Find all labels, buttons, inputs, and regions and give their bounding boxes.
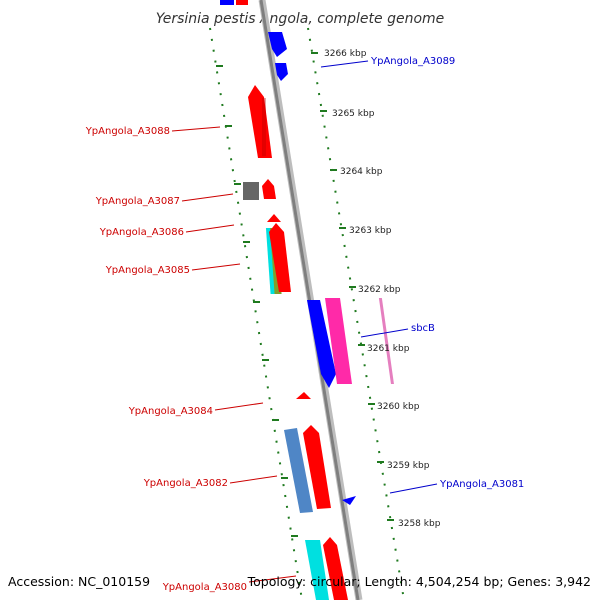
gene-label-a3082[interactable]: YpAngola_A3082 [143, 478, 228, 489]
leader-line [389, 483, 438, 494]
gene-label-sbcb[interactable]: sbcB [411, 323, 435, 334]
leader-line [360, 328, 409, 338]
tick-label: 3261 kbp [367, 344, 410, 354]
tick-label: 3264 kbp [340, 167, 383, 177]
gene-label-a3088[interactable]: YpAngola_A3088 [85, 126, 170, 137]
gene-label-a3080[interactable]: YpAngola_A3080 [162, 582, 247, 593]
leader-line [185, 224, 235, 233]
gene-label-a3085[interactable]: YpAngola_A3085 [105, 265, 190, 276]
gene-label-a3081[interactable]: YpAngola_A3081 [439, 479, 524, 490]
leader-line [229, 475, 278, 484]
tick-label: 3260 kbp [377, 402, 420, 412]
gene-labels: YpAngola_A3089 YpAngola_A3088 YpAngola_A… [85, 56, 525, 593]
tick-layer: 3266 kbp 3265 kbp 3264 kbp 3263 kbp 3262… [216, 49, 441, 537]
gene-feature-top-red [236, 0, 248, 5]
gene-feature-a3088 [248, 85, 272, 158]
leader-line [191, 263, 241, 271]
gene-feature-a3089-b [275, 63, 288, 81]
gene-feature-a3088-shade [262, 98, 266, 156]
accession-text: Accession: NC_010159 [8, 574, 150, 589]
tick-label: 3265 kbp [332, 109, 375, 119]
gene-label-a3087[interactable]: YpAngola_A3087 [95, 196, 180, 207]
gene-feature-top-blue [220, 0, 234, 5]
tick-label: 3258 kbp [398, 519, 441, 529]
gene-feature-a3082-steel [284, 428, 313, 513]
gene-label-a3086[interactable]: YpAngola_A3086 [99, 227, 184, 238]
leader-line [214, 402, 264, 411]
gene-feature-a3089 [268, 32, 287, 57]
gene-feature-sbcb-magenta-edge [378, 298, 394, 384]
topology-text: Topology: circular; Length: 4,504,254 bp… [247, 574, 591, 589]
map-title: Yersinia pestis Angola, complete genome [156, 11, 445, 27]
gene-label-a3089[interactable]: YpAngola_A3089 [370, 56, 455, 67]
leader-line [181, 193, 234, 202]
tick-label: 3262 kbp [358, 285, 401, 295]
gene-feature-a3087-b [262, 179, 276, 199]
gene-feature-a3086 [267, 214, 281, 222]
gene-feature-a3085-red [269, 223, 291, 292]
tick-label: 3263 kbp [349, 226, 392, 236]
gene-feature-a3082-red [303, 425, 331, 509]
leader-line [171, 126, 221, 132]
tick-label: 3259 kbp [387, 461, 430, 471]
gene-feature-a3084 [296, 392, 311, 399]
leader-line [320, 60, 369, 68]
gene-feature-sbcb-blue [307, 300, 336, 388]
gene-feature-a3080-red [323, 537, 348, 600]
gene-feature-a3080-cyan [305, 540, 329, 600]
gene-feature-a3081 [342, 496, 356, 505]
gene-label-a3084[interactable]: YpAngola_A3084 [128, 406, 213, 417]
gene-feature-a3087 [243, 182, 259, 200]
gene-feature-sbcb-magenta [325, 298, 352, 384]
tick-label: 3266 kbp [324, 49, 367, 59]
leader-line [248, 575, 297, 583]
